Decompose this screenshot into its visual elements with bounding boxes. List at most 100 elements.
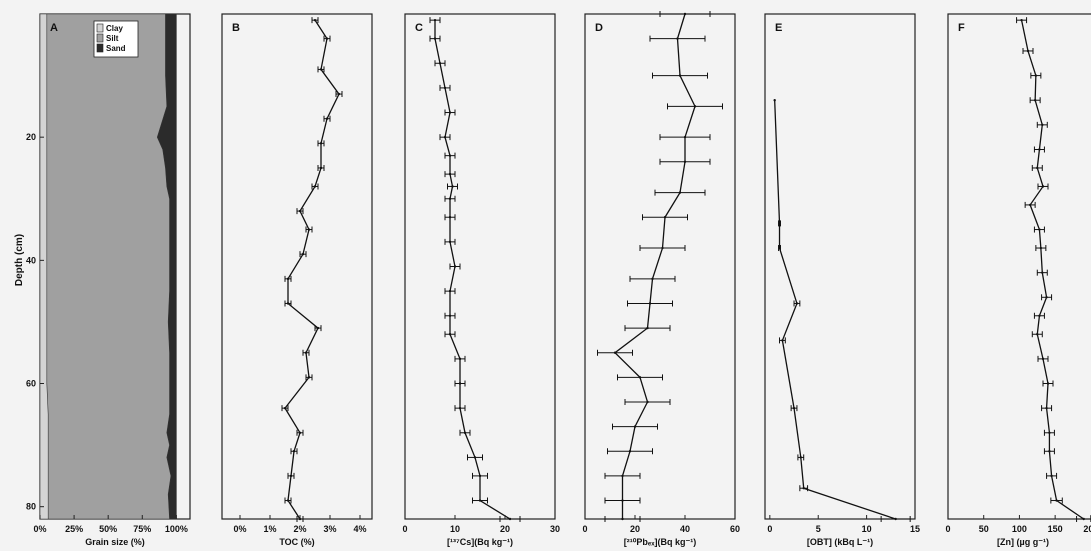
panel-f-data-point-5	[1038, 148, 1041, 151]
panel-f-data-point-20	[1050, 474, 1053, 478]
panel-a-y-tick-label-60: 60	[26, 379, 36, 389]
panel-b-x-tick-label-1: 1%	[263, 524, 276, 534]
panel-f-frame	[947, 13, 1091, 520]
panel-b-data-point-1	[325, 37, 329, 40]
panel-c-letter: C	[415, 22, 423, 34]
panel-e-series-line	[774, 100, 896, 520]
panel-b-data-point-8	[298, 209, 302, 213]
panel-b-data-point-14	[304, 351, 308, 354]
panel-d-data-point-12	[613, 351, 617, 354]
panel-a-letter: A	[50, 22, 58, 34]
panel-b-data-point-11	[286, 277, 290, 281]
panel-b-data-point-9	[307, 228, 311, 231]
panel-a-x-axis-label: Grain size (%)	[85, 537, 145, 547]
panel-a-area-clay	[39, 13, 49, 520]
panel-b-data-point-15	[307, 376, 311, 379]
panel-f-data-point-9	[1038, 228, 1041, 231]
panel-d-data-point-18	[621, 499, 624, 502]
panel-d-data-point-15	[633, 425, 637, 428]
panel-f-x-tick-label-3: 150	[1048, 524, 1063, 534]
panel-e-data-point-8	[894, 517, 897, 521]
panel-c-data-point-0	[433, 18, 437, 22]
panel-d-x-axis-label: [²¹⁰Pbₑₓ](Bq kg⁻¹)	[624, 537, 697, 547]
panel-c-data-point-10	[448, 216, 452, 219]
panel-c-frame	[404, 13, 556, 520]
panel-f-data-point-1	[1026, 49, 1030, 53]
panel-f-data-point-2	[1034, 74, 1038, 77]
panel-b-data-point-20	[286, 499, 290, 502]
panel-e-data-point-4	[781, 339, 784, 342]
panel-c-data-point-19	[463, 431, 467, 434]
panel-b-data-point-13	[316, 326, 320, 330]
panel-f-data-point-17	[1045, 406, 1048, 410]
panel-e-data-point-7	[802, 487, 805, 490]
panel-f-data-point-6	[1036, 166, 1039, 170]
panel-d-data-point-9	[651, 277, 654, 281]
panel-f-data-point-7	[1041, 185, 1045, 188]
panel-f-data-point-14	[1036, 333, 1039, 336]
panel-c-data-point-21	[478, 474, 482, 478]
panel-e-frame	[764, 13, 916, 520]
panel-a-y-tick-label-20: 20	[26, 132, 36, 142]
panel-f-x-tick-label-1: 50	[979, 524, 989, 534]
panel-c-data-point-9	[448, 197, 452, 200]
panel-c-x-tick-label-1: 10	[450, 524, 460, 534]
panel-d-data-point-8	[661, 246, 664, 250]
panel-e-data-point-2	[778, 246, 781, 250]
panel-d-data-point-3	[693, 105, 697, 108]
panel-d-data-point-17	[621, 474, 624, 478]
panel-a-legend-label-silt: Silt	[106, 34, 119, 43]
panel-d-data-point-6	[678, 191, 682, 194]
panel-d-data-point-13	[638, 376, 642, 379]
panel-c-data-point-4	[448, 111, 452, 114]
panel-a-x-tick-label-0: 0%	[33, 524, 46, 534]
panel-f-data-point-13	[1038, 314, 1041, 317]
panel-e-x-tick-label-2: 10	[862, 524, 872, 534]
panel-b-letter: B	[232, 22, 240, 34]
panel-b: 0% 1% 2% 3% 4% B TOC (%)	[221, 13, 373, 547]
panel-c-data-point-20	[473, 456, 477, 459]
panel-d-data-point-14	[646, 400, 649, 404]
panel-f-data-point-0	[1020, 18, 1023, 22]
panel-d-series-line	[614, 13, 696, 519]
panel-c: 0 10 20 30 C [¹³⁷Cs](Bq kg⁻¹)	[402, 13, 560, 547]
panel-b-data-point-4	[325, 117, 329, 120]
panel-a-legend-label-sand: Sand	[106, 44, 126, 53]
panel-e-x-tick-label-0: 0	[767, 524, 772, 534]
panel-f-data-point-19	[1048, 450, 1051, 453]
panel-b-data-point-2	[319, 68, 323, 71]
panel-d-x-tick-label-1: 20	[630, 524, 640, 534]
panel-b-data-point-0	[313, 18, 317, 22]
panel-f-data-point-3	[1033, 99, 1037, 102]
panel-b-data-point-19	[289, 474, 293, 478]
panel-c-data-point-2	[438, 62, 442, 65]
panel-d: 0 20 40 60 D [²¹⁰Pbₑₓ](Bq kg⁻¹)	[582, 11, 740, 547]
panel-d-data-point-0	[683, 12, 687, 16]
panel-b-data-point-5	[319, 142, 323, 145]
panel-e-data-point-1	[778, 222, 781, 225]
panel-d-x-tick-label-0: 0	[582, 524, 587, 534]
panel-c-data-point-14	[448, 314, 452, 317]
panel-f-x-tick-label-2: 100	[1012, 524, 1027, 534]
panel-c-data-point-7	[448, 172, 452, 176]
panel-a-legend-swatch-silt	[96, 33, 104, 43]
panel-c-data-point-6	[448, 154, 452, 157]
panel-f-data-point-10	[1039, 246, 1043, 250]
panel-b-data-point-10	[301, 252, 305, 256]
panel-b-data-point-3	[337, 92, 341, 96]
panel-d-data-point-4	[683, 135, 687, 139]
panel-e-x-tick-label-3: 15	[910, 524, 920, 534]
panel-f: 0 50 100 150 200 F [Zn] (µg g⁻¹)	[945, 13, 1091, 547]
panel-b-x-tick-label-0: 0%	[233, 524, 246, 534]
panel-d-frame	[584, 13, 736, 520]
panel-b-data-point-18	[292, 450, 296, 453]
panel-e-x-axis-label: [OBT] (kBq L⁻¹)	[807, 537, 873, 547]
panel-b-data-point-7	[313, 185, 317, 188]
panel-d-x-tick-label-2: 40	[680, 524, 690, 534]
panel-f-letter: F	[958, 22, 965, 34]
panel-a-x-tick-label-2: 50%	[99, 524, 117, 534]
panel-f-series-line	[1020, 20, 1085, 520]
panel-c-data-point-22	[478, 499, 482, 502]
panel-c-data-point-13	[448, 289, 452, 293]
